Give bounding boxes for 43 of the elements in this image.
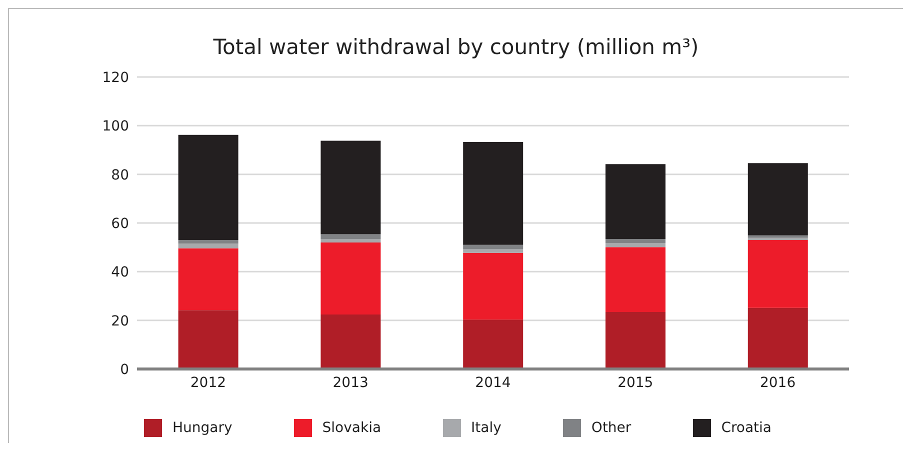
legend-label: Slovakia bbox=[322, 420, 382, 436]
y-tick-label: 120 bbox=[102, 70, 129, 86]
bar bbox=[605, 164, 666, 240]
bar bbox=[463, 252, 524, 320]
y-tick-label: 100 bbox=[102, 118, 129, 135]
bar bbox=[748, 238, 808, 240]
bar bbox=[463, 249, 524, 253]
y-tick-label: 0 bbox=[120, 362, 129, 378]
bar bbox=[178, 134, 238, 240]
bar bbox=[605, 242, 666, 248]
bar bbox=[748, 163, 808, 236]
bar bbox=[605, 247, 666, 312]
y-tick-label: 60 bbox=[111, 216, 129, 232]
bar bbox=[748, 240, 808, 308]
legend-label: Hungary bbox=[172, 420, 232, 436]
legend-label: Croatia bbox=[721, 420, 772, 436]
bar bbox=[320, 242, 381, 314]
bar bbox=[605, 239, 666, 243]
y-tick-label: 40 bbox=[111, 264, 129, 281]
x-tick-label: 2014 bbox=[475, 374, 511, 391]
y-tick-label: 80 bbox=[111, 167, 129, 184]
bar bbox=[178, 310, 238, 369]
bar bbox=[748, 235, 808, 238]
bar bbox=[463, 320, 524, 369]
x-tick-label: 2015 bbox=[618, 374, 654, 391]
bar bbox=[320, 140, 381, 234]
bar bbox=[320, 234, 381, 240]
bar bbox=[463, 244, 524, 250]
bar bbox=[178, 240, 238, 244]
bar bbox=[605, 312, 666, 369]
x-tick-label: 2012 bbox=[190, 374, 226, 391]
bar bbox=[748, 308, 808, 369]
bar bbox=[178, 248, 238, 310]
bar bbox=[320, 239, 381, 242]
bar bbox=[178, 244, 238, 248]
y-tick-label: 20 bbox=[111, 313, 129, 330]
legend-label: Other bbox=[591, 420, 632, 436]
x-tick-label: 2013 bbox=[332, 374, 368, 391]
bar bbox=[463, 142, 524, 245]
legend-label: Italy bbox=[471, 420, 502, 436]
chart-title: Total water withdrawal by country (million m³) bbox=[212, 35, 700, 61]
x-tick-label: 2016 bbox=[760, 374, 796, 391]
bar bbox=[320, 314, 381, 369]
